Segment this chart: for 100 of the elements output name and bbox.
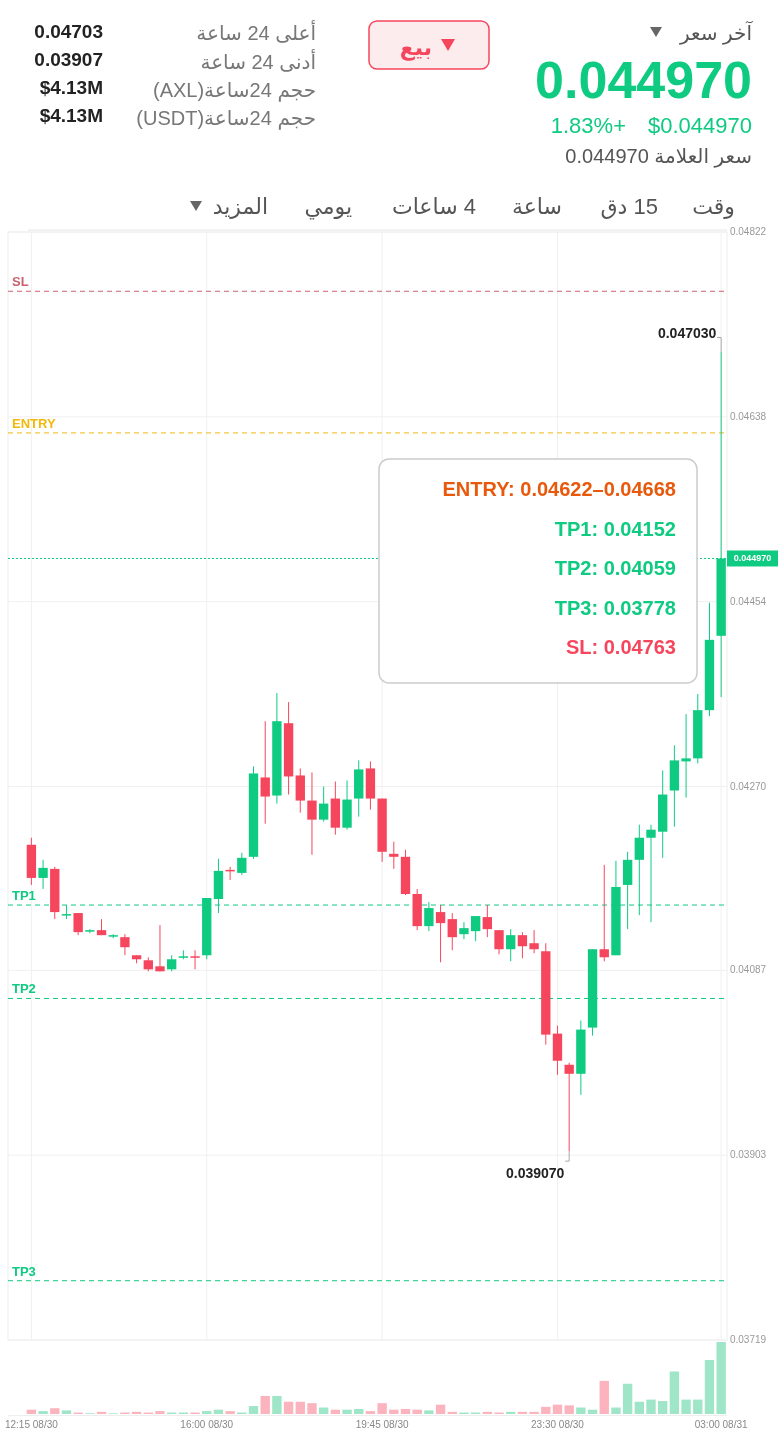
bar bbox=[202, 1411, 212, 1414]
bar bbox=[307, 1403, 317, 1414]
bar bbox=[50, 1408, 60, 1414]
bar bbox=[400, 1408, 411, 1414]
bar bbox=[552, 1404, 563, 1414]
bar bbox=[26, 1409, 37, 1414]
bar bbox=[61, 1410, 72, 1414]
bar bbox=[213, 1409, 224, 1414]
candlestick bbox=[237, 852, 247, 876]
text: ساعة bbox=[511, 194, 562, 219]
text: وقت bbox=[692, 194, 735, 219]
candlestick bbox=[190, 949, 200, 970]
annotation: TP2: 0.04059 bbox=[554, 557, 676, 579]
ref-line-label: ENTRY bbox=[12, 415, 56, 431]
text: 4 ساعات bbox=[391, 194, 476, 219]
y-tick-label: 0.03719 bbox=[729, 1334, 767, 1345]
bar bbox=[611, 1407, 621, 1414]
bar bbox=[622, 1383, 633, 1414]
ref-line-label: TP2 bbox=[12, 981, 36, 997]
candlestick bbox=[599, 864, 609, 962]
y-tick-label: 0.04270 bbox=[729, 780, 767, 792]
annotation: TP1: 0.04152 bbox=[554, 517, 676, 540]
bar bbox=[529, 1411, 539, 1414]
candlestick bbox=[307, 771, 317, 856]
bar bbox=[330, 1409, 341, 1414]
bar bbox=[564, 1405, 574, 1414]
annotation: TP3: 0.03778 bbox=[554, 596, 676, 619]
text: 15 دق bbox=[600, 194, 658, 219]
bar bbox=[646, 1399, 656, 1414]
text: المزيد bbox=[212, 194, 268, 219]
bar bbox=[365, 1411, 376, 1414]
ref-line-label: SL bbox=[12, 274, 29, 290]
text: أدنى 24 ساعة bbox=[200, 49, 316, 73]
bar bbox=[435, 1404, 446, 1414]
bar bbox=[389, 1409, 399, 1414]
bar bbox=[517, 1411, 528, 1414]
text: يومي bbox=[304, 194, 352, 220]
bar bbox=[447, 1411, 457, 1414]
bar bbox=[260, 1396, 270, 1414]
text: أعلى 24 ساعة bbox=[196, 20, 316, 44]
x-tick-label: 16:00 08/30 bbox=[180, 1419, 234, 1430]
bar bbox=[482, 1411, 493, 1414]
text: $0.044970 bbox=[648, 113, 752, 138]
text: $4.13M bbox=[39, 77, 103, 98]
y-tick-label: 0.04638 bbox=[729, 410, 767, 422]
bar bbox=[283, 1401, 294, 1414]
candlestick bbox=[260, 720, 270, 825]
ref-line-label: TP3 bbox=[12, 1263, 36, 1279]
bar bbox=[541, 1406, 551, 1414]
text: حجم 24ساعة(USDT) bbox=[136, 107, 316, 130]
x-tick-label: 12:15 08/30 bbox=[4, 1419, 59, 1430]
y-tick-label: 0.04087 bbox=[729, 964, 767, 976]
y-tick-label: 0.04822 bbox=[729, 226, 767, 237]
candlestick bbox=[517, 931, 528, 959]
text: آخر سعر bbox=[679, 20, 754, 45]
bar bbox=[693, 1399, 703, 1414]
bar bbox=[295, 1401, 305, 1414]
candlestick bbox=[506, 928, 516, 962]
text: 0.044970 bbox=[535, 51, 752, 109]
y-tick-label: 0.04454 bbox=[729, 595, 767, 607]
bar bbox=[424, 1410, 434, 1414]
candlestick bbox=[318, 786, 329, 823]
bar bbox=[377, 1403, 387, 1414]
annotation: SL: 0.04763 bbox=[565, 636, 676, 658]
bar bbox=[225, 1411, 235, 1414]
annotation: ENTRY: 0.04622–0.04668 bbox=[442, 478, 676, 500]
candlestick bbox=[681, 713, 691, 799]
bar bbox=[716, 1342, 726, 1414]
text: بيع bbox=[399, 35, 432, 61]
annotation: 0.039070 bbox=[505, 1165, 565, 1182]
bar bbox=[634, 1401, 644, 1414]
bar bbox=[506, 1411, 516, 1414]
bar bbox=[272, 1396, 282, 1414]
bar bbox=[681, 1399, 691, 1414]
candlestick bbox=[447, 912, 457, 951]
x-tick-label: 23:30 08/30 bbox=[531, 1419, 585, 1430]
text: 0.03907 bbox=[34, 49, 103, 70]
candlestick bbox=[459, 921, 469, 940]
candlestick bbox=[120, 933, 130, 956]
candlestick bbox=[482, 904, 493, 938]
text: 0.04703 bbox=[34, 21, 103, 42]
candlestick bbox=[389, 841, 399, 870]
bar bbox=[658, 1401, 668, 1414]
candlestick bbox=[470, 915, 481, 942]
ref-line-label: TP1 bbox=[12, 888, 36, 904]
candlestick bbox=[73, 912, 83, 936]
text: حجم 24ساعة(AXL) bbox=[152, 79, 316, 102]
text: $4.13M bbox=[39, 105, 103, 126]
bar bbox=[155, 1411, 165, 1414]
candlestick bbox=[435, 904, 446, 963]
bar bbox=[131, 1411, 142, 1414]
bar bbox=[669, 1371, 680, 1414]
bar bbox=[576, 1407, 586, 1414]
text: سعر العلامة 0.044970 bbox=[565, 145, 752, 168]
bar bbox=[342, 1409, 352, 1414]
candlestick bbox=[494, 929, 504, 955]
x-tick-label: 19:45 08/30 bbox=[355, 1419, 409, 1430]
annotation: 0.047030 bbox=[657, 324, 717, 341]
text: +1.83% bbox=[550, 113, 626, 138]
candlestick bbox=[529, 929, 539, 954]
